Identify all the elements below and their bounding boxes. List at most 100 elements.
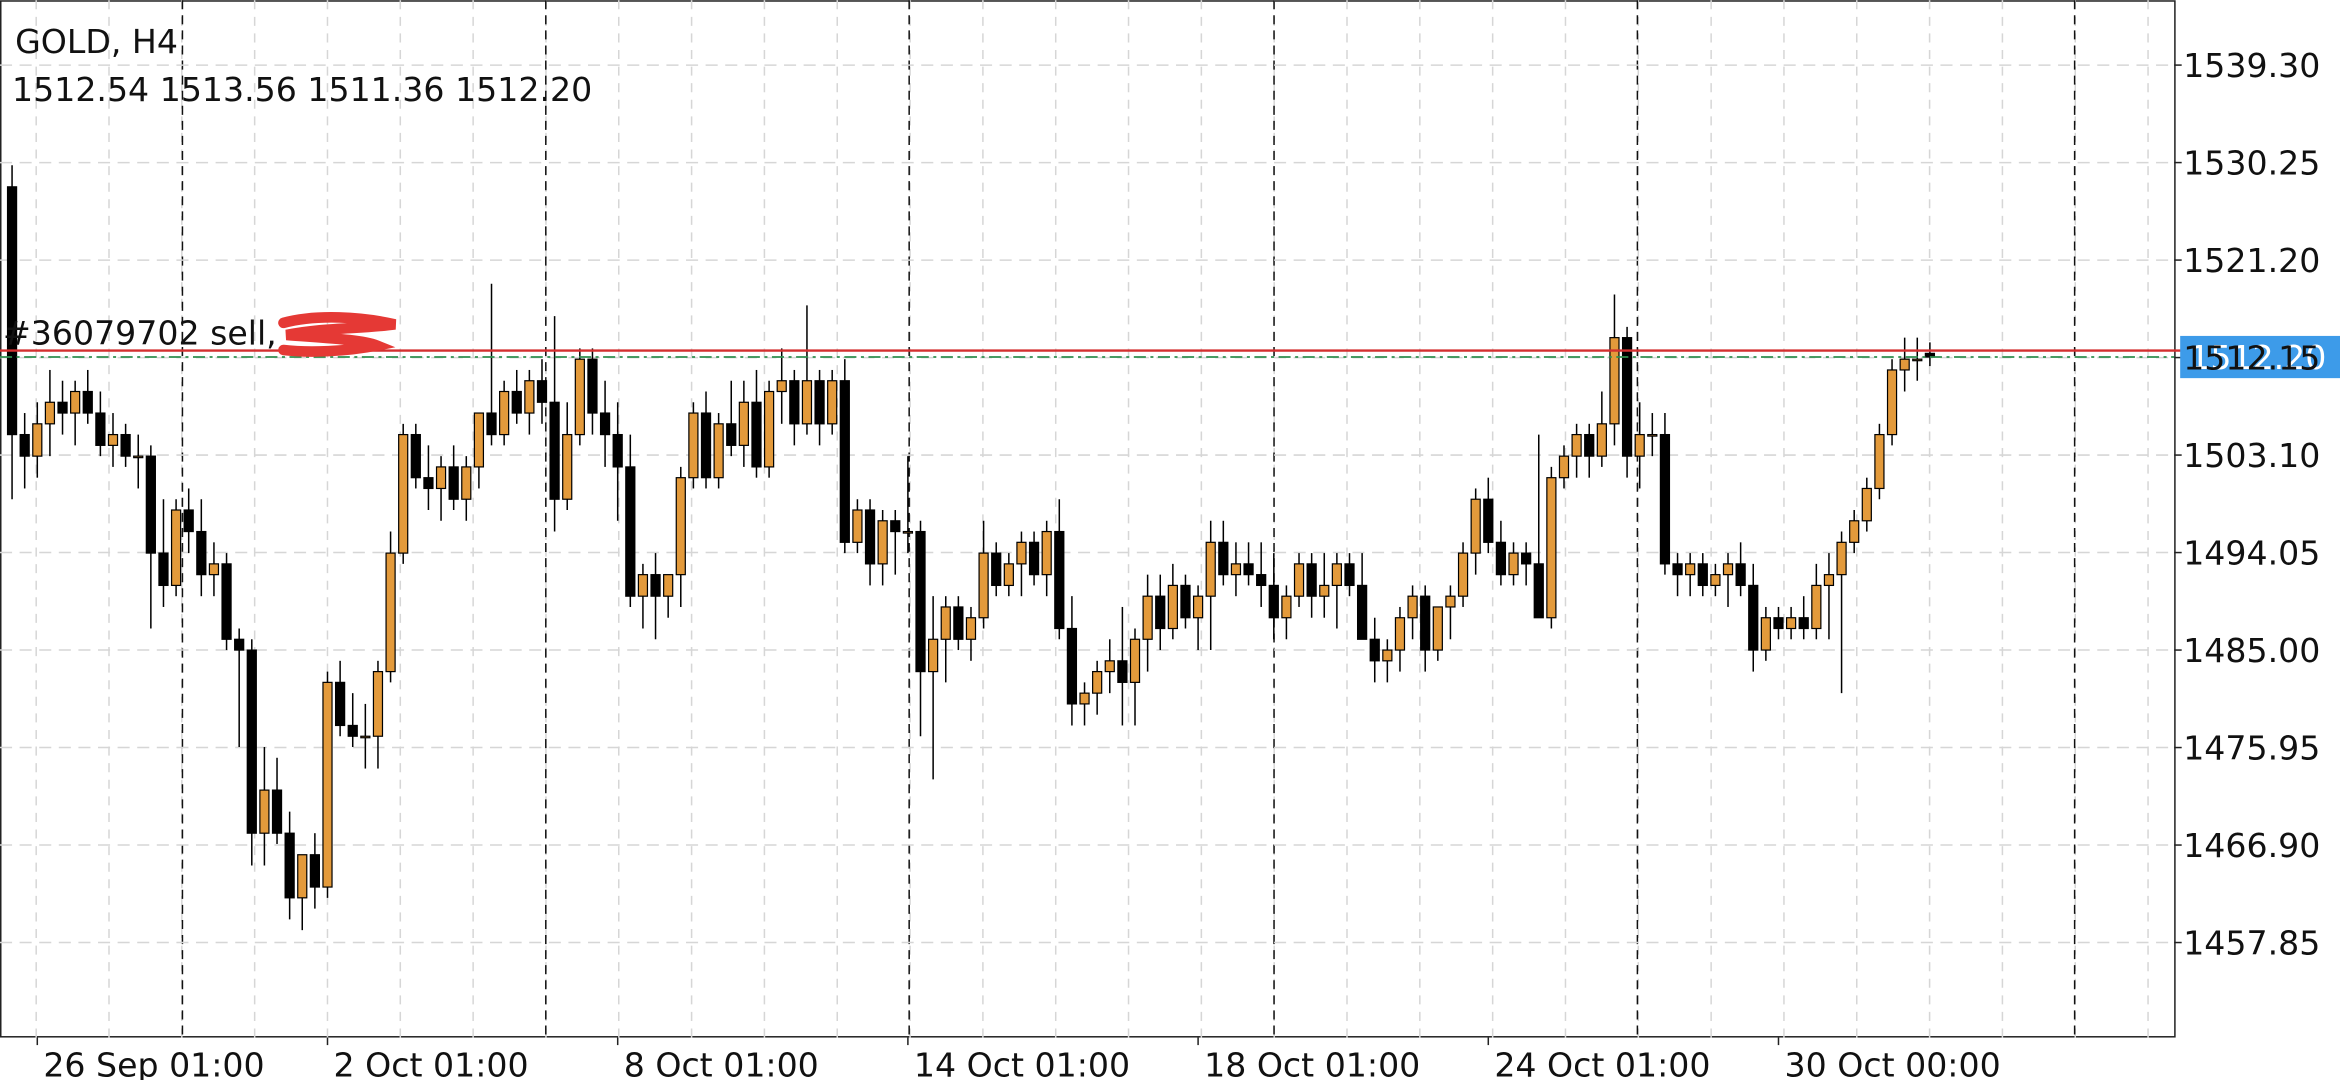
candle-body [435, 466, 447, 490]
candle-body [1306, 563, 1317, 597]
candle-body [1129, 638, 1141, 683]
x-tick-label: 30 Oct 00:00 [1785, 1046, 2001, 1080]
candle-body [1256, 574, 1267, 587]
candle-body [1558, 455, 1570, 479]
candle-body [297, 854, 308, 899]
candle-body [448, 466, 459, 500]
candle-body [852, 509, 863, 543]
candle-body [1016, 541, 1027, 565]
candle-body [1823, 574, 1835, 587]
y-tick-label: 1494.05 [2183, 534, 2320, 573]
candle-body [1432, 606, 1443, 651]
y-tick-label: 1503.10 [2183, 436, 2320, 475]
last-price-label: 1512.20 [2189, 338, 2326, 377]
candle-body [221, 563, 232, 640]
candle-body [1798, 617, 1809, 630]
candle-body [32, 423, 43, 457]
candle-body [1685, 563, 1696, 576]
candle-body [1028, 541, 1040, 576]
candle-body [44, 401, 56, 425]
candle-body [461, 466, 472, 500]
candle-body [1445, 595, 1456, 608]
candle-body [1281, 595, 1292, 619]
candle-body [1142, 595, 1153, 640]
candle-body [1155, 595, 1166, 630]
candle-body [423, 477, 434, 490]
candle-body [1369, 638, 1380, 662]
candle-body [486, 412, 497, 436]
candle-body [145, 455, 156, 554]
candle-body [1180, 584, 1191, 619]
ohlc-value: 1513.56 [160, 70, 297, 109]
redaction [278, 312, 397, 357]
candle-body [1508, 552, 1519, 576]
candle-body [57, 401, 68, 414]
candle-body [1609, 337, 1620, 425]
candle-body [751, 401, 762, 468]
candle-body [839, 380, 850, 543]
candle-body [372, 670, 384, 737]
candle-body [801, 380, 813, 425]
candle-body [234, 638, 245, 651]
candle-body [536, 380, 548, 403]
candle-body [1785, 617, 1797, 630]
candle-body [398, 433, 409, 554]
candle-body [158, 552, 169, 587]
candle-body [763, 390, 775, 468]
candle-body [1218, 541, 1229, 576]
candle-body [1748, 584, 1759, 651]
candle-body [1584, 433, 1595, 457]
ohlc-value: 1511.36 [307, 70, 444, 109]
candle-body [1230, 563, 1242, 576]
candle-body [650, 574, 661, 597]
candle-body [1092, 670, 1103, 694]
candle-body [246, 649, 257, 834]
candle-body [1773, 617, 1784, 630]
x-tick-label: 18 Oct 01:00 [1204, 1046, 1420, 1080]
candle-body [183, 509, 194, 533]
overlay: #36079702 sell, 1512.20 [0, 314, 2340, 379]
candle-body [1079, 692, 1090, 705]
candle-body [928, 638, 939, 673]
y-tick-label: 1457.85 [2183, 924, 2320, 963]
candle-body [1205, 541, 1216, 597]
candle-body [1621, 337, 1633, 457]
y-tick-label: 1512.15 [2183, 339, 2320, 378]
y-tick-label: 1539.30 [2183, 46, 2320, 85]
x-tick-label: 26 Sep 01:00 [43, 1046, 264, 1080]
candle-body [726, 423, 737, 446]
candle-body [473, 412, 485, 468]
candle-body [1899, 358, 1910, 371]
candle-body [1394, 617, 1406, 651]
candle-body [410, 433, 421, 479]
candle-body [322, 681, 333, 888]
candle-body [309, 854, 321, 888]
candle-body [1836, 541, 1847, 576]
candle-body [902, 530, 914, 534]
y-tick-label: 1475.95 [2183, 729, 2320, 768]
candle-body [1659, 433, 1671, 565]
candle-body [196, 530, 207, 576]
candle-body [814, 380, 825, 425]
candle-body [1861, 487, 1872, 522]
candle-body [675, 477, 686, 576]
candle-body [1344, 563, 1355, 587]
candle-body [738, 401, 749, 446]
x-tick-label: 14 Oct 01:00 [914, 1046, 1130, 1080]
candle-body [511, 390, 522, 414]
candle-body [789, 380, 800, 425]
grid [0, 0, 2182, 1038]
candle-body [1521, 552, 1532, 565]
candle-body [1722, 563, 1734, 576]
candle-body [1470, 498, 1481, 554]
y-tick-label: 1485.00 [2183, 631, 2320, 670]
candle-body [625, 466, 636, 597]
candle-body [1634, 433, 1645, 457]
candle-body [940, 606, 951, 640]
candle-body [1697, 563, 1708, 587]
candle-body [1041, 530, 1052, 576]
candle-body [360, 735, 371, 739]
candle-body [1596, 423, 1607, 457]
candle-body [1167, 584, 1178, 630]
